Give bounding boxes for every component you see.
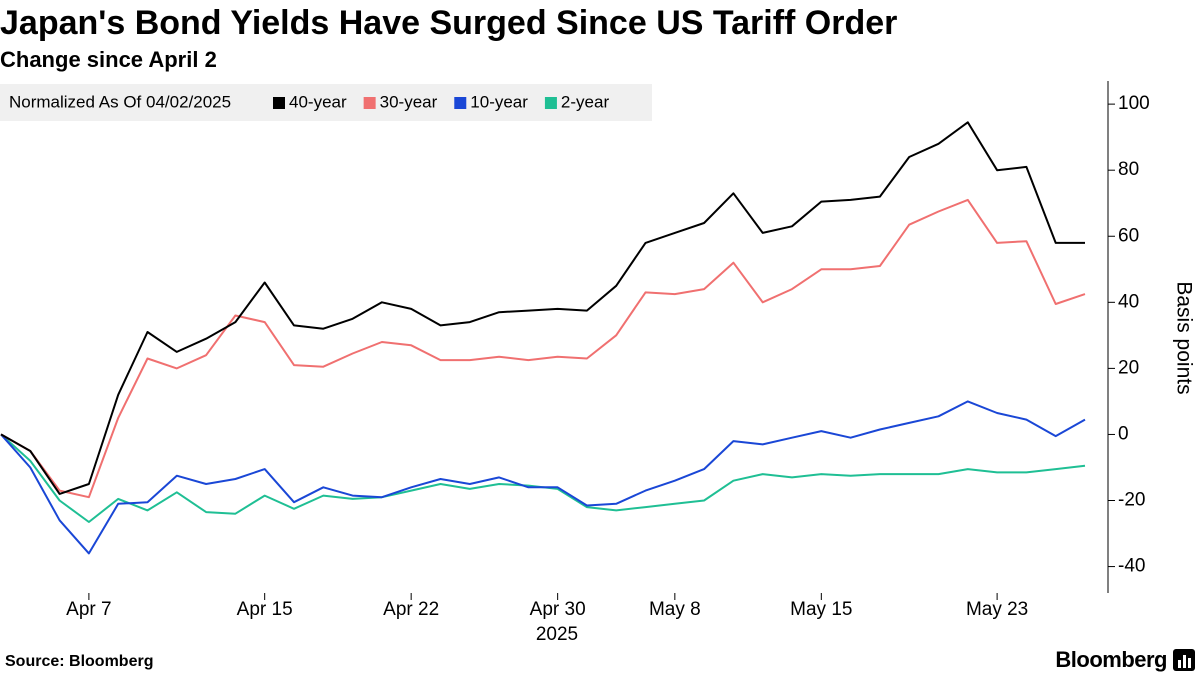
series-line xyxy=(0,121,1085,495)
x-tick-label: May 15 xyxy=(790,599,852,620)
x-tick-label: Apr 15 xyxy=(237,599,293,620)
y-tick-label: 20 xyxy=(1118,357,1139,378)
series-line xyxy=(0,400,1086,555)
y-tick-label: 100 xyxy=(1118,93,1150,114)
source: Source: Bloomberg xyxy=(5,653,153,670)
y-tick-label: 0 xyxy=(1118,423,1129,444)
y-tick-label: 80 xyxy=(1118,159,1139,180)
x-tick-label: Apr 7 xyxy=(66,599,111,620)
legend-label: 10-year xyxy=(470,92,528,111)
x-tick-label: May 23 xyxy=(966,599,1028,620)
y-tick-label: 40 xyxy=(1118,291,1139,312)
legend-swatch xyxy=(454,97,467,109)
y-tick-label: -20 xyxy=(1118,490,1145,511)
series-line xyxy=(0,433,1086,523)
legend-swatch xyxy=(363,97,376,109)
legend-box xyxy=(0,84,652,121)
x-tick-label: Apr 30 xyxy=(530,599,586,620)
x-tick-label: May 8 xyxy=(649,599,701,620)
brand-icon xyxy=(1173,649,1195,671)
chart-title: Japan's Bond Yields Have Surged Since US… xyxy=(0,4,897,42)
y-tick-label: 60 xyxy=(1118,225,1139,246)
legend-title: Normalized As Of 04/02/2025 xyxy=(9,92,231,111)
y-axis-label: Basis points xyxy=(1172,281,1195,394)
legend-label: 40-year xyxy=(289,92,347,111)
brand: Bloomberg xyxy=(1055,647,1167,672)
y-tick-label: -40 xyxy=(1118,556,1145,577)
legend-label: 30-year xyxy=(380,92,438,111)
legend-swatch xyxy=(273,97,285,109)
x-year-label: 2025 xyxy=(536,624,578,645)
legend-label: 2-year xyxy=(561,92,610,111)
series-line xyxy=(0,198,1086,499)
x-tick-label: Apr 22 xyxy=(383,599,439,620)
legend-swatch xyxy=(544,97,557,109)
chart-subtitle: Change since April 2 xyxy=(0,47,217,72)
